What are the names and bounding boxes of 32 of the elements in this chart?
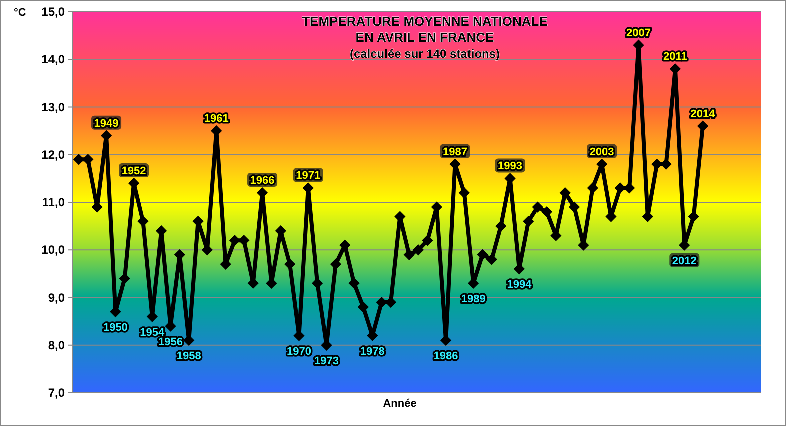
annotation: 1966 — [250, 174, 275, 187]
annotation: 1952 — [122, 165, 146, 178]
x-axis-title: Année — [383, 398, 417, 410]
y-tick-label: 12,0 — [42, 148, 66, 162]
text: TEMPERATURE MOYENNE NATIONALE EN AVRIL EN FRANCE — [302, 14, 548, 45]
annotation: 2012 — [672, 255, 697, 268]
text: (calculée sur 140 stations) — [350, 47, 500, 61]
annotation: 1987 — [442, 146, 468, 158]
annotation: 1973 — [314, 355, 340, 368]
annotation: 1954 — [140, 326, 166, 339]
annotation: 1986 — [434, 350, 458, 363]
y-tick-label: 11,0 — [42, 196, 66, 210]
annotation: 2003 — [590, 146, 614, 158]
annotation: 1970 — [286, 346, 312, 358]
annotation: 2007 — [626, 27, 652, 40]
y-tick-label: 13,0 — [42, 100, 66, 114]
y-tick-label: 15,0 — [42, 5, 66, 19]
y-tick-label: 14,0 — [42, 52, 66, 67]
y-tick-label: 8,0 — [48, 338, 66, 352]
y-tick-label: 9,0 — [48, 290, 66, 305]
annotation: 1971 — [296, 170, 321, 182]
annotation: 1961 — [204, 113, 229, 126]
annotation: 1958 — [176, 350, 202, 363]
annotation: 1993 — [498, 160, 523, 173]
y-axis-title: °C — [14, 7, 26, 19]
annotation: 1978 — [360, 346, 385, 358]
annotation: 1950 — [103, 322, 128, 334]
annotation: 1949 — [94, 118, 119, 130]
y-tick-label: 7,0 — [48, 386, 66, 400]
annotation: 1994 — [507, 279, 533, 292]
y-tick-label: 10,0 — [42, 243, 66, 258]
annotation: 2014 — [690, 108, 716, 120]
